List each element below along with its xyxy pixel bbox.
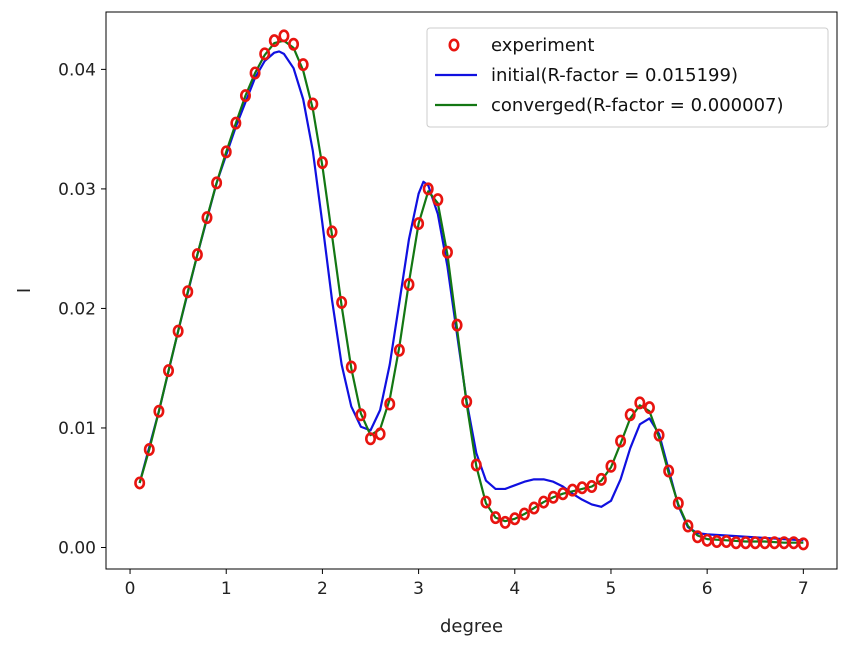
data-point xyxy=(297,58,309,72)
data-point xyxy=(345,360,357,374)
data-point xyxy=(172,324,184,338)
data-point xyxy=(547,490,559,504)
x-tick-label: 7 xyxy=(798,579,809,599)
y-tick-label: 0.04 xyxy=(58,60,96,80)
data-point xyxy=(239,89,251,103)
x-tick-label: 3 xyxy=(413,579,424,599)
data-point xyxy=(634,396,646,410)
data-point xyxy=(336,295,348,309)
data-point xyxy=(413,217,425,231)
data-point xyxy=(509,512,521,526)
data-point xyxy=(663,464,675,478)
y-axis-label: I xyxy=(14,288,35,293)
data-point xyxy=(432,193,444,207)
data-point xyxy=(720,535,732,549)
data-point xyxy=(788,536,800,550)
data-point xyxy=(326,225,338,239)
data-point xyxy=(393,343,405,357)
data-point xyxy=(403,278,415,292)
data-point xyxy=(480,495,492,509)
data-point xyxy=(288,37,300,51)
data-point xyxy=(182,285,194,299)
x-axis: 0 1 2 3 4 5 6 7 xyxy=(125,569,809,599)
y-tick-label: 0.00 xyxy=(58,538,96,558)
legend-items: experiment initial(R-factor = 0.015199) co… xyxy=(435,35,784,116)
x-tick-label: 5 xyxy=(606,579,617,599)
data-point xyxy=(384,397,396,411)
legend-item: initial(R-factor = 0.015199) xyxy=(435,65,738,86)
data-point xyxy=(624,408,636,422)
data-point xyxy=(653,428,665,442)
data-point xyxy=(441,245,453,259)
x-tick-label: 2 xyxy=(317,579,328,599)
data-point xyxy=(134,476,146,490)
data-point xyxy=(230,116,242,130)
data-point xyxy=(643,401,655,415)
data-point xyxy=(557,487,569,501)
x-axis-label: degree xyxy=(440,616,503,637)
data-point xyxy=(470,458,482,472)
legend-item: converged(R-factor = 0.000007) xyxy=(435,95,784,116)
data-point xyxy=(191,248,203,262)
data-point xyxy=(528,501,540,515)
data-point xyxy=(422,182,434,196)
legend-box xyxy=(426,27,829,128)
y-tick-label: 0.01 xyxy=(58,419,96,439)
data-point xyxy=(307,97,319,111)
x-tick-label: 6 xyxy=(702,579,713,599)
series-line xyxy=(138,39,804,544)
data-point xyxy=(451,318,463,332)
data-point xyxy=(499,515,511,529)
data-point xyxy=(278,29,290,43)
x-tick-label: 4 xyxy=(509,579,520,599)
data-point xyxy=(586,480,598,494)
legend-label: experiment xyxy=(491,35,594,56)
legend-label: converged(R-factor = 0.000007) xyxy=(491,95,784,116)
data-point xyxy=(249,66,261,80)
y-tick-label: 0.03 xyxy=(58,180,96,200)
data-point xyxy=(797,537,809,551)
series-layer xyxy=(134,29,809,551)
plot-area xyxy=(134,29,809,551)
data-point xyxy=(576,481,588,495)
data-point xyxy=(490,511,502,525)
data-point xyxy=(201,211,213,225)
data-point xyxy=(374,427,386,441)
series-2 xyxy=(138,39,804,544)
x-tick-label: 0 xyxy=(125,579,136,599)
data-point xyxy=(672,496,684,510)
legend-item: experiment xyxy=(448,35,594,56)
data-point xyxy=(518,507,530,521)
data-point xyxy=(163,364,175,378)
legend: experiment initial(R-factor = 0.015199) co… xyxy=(426,27,829,128)
data-point xyxy=(538,495,550,509)
y-axis: 0.00 0.01 0.02 0.03 0.04 xyxy=(58,60,106,558)
data-point xyxy=(605,459,617,473)
data-point xyxy=(692,530,704,544)
data-point xyxy=(259,47,271,61)
data-point xyxy=(220,145,232,159)
series-0 xyxy=(134,29,809,551)
data-point xyxy=(316,156,328,170)
data-point xyxy=(355,408,367,422)
x-tick-label: 1 xyxy=(221,579,232,599)
data-point xyxy=(682,519,694,533)
data-point xyxy=(595,472,607,486)
data-point xyxy=(701,533,713,547)
data-point xyxy=(566,483,578,497)
data-point xyxy=(461,395,473,409)
data-point xyxy=(615,434,627,448)
data-point xyxy=(365,432,377,446)
data-point xyxy=(211,176,223,190)
axes-frame xyxy=(105,11,838,570)
data-point xyxy=(153,404,165,418)
y-tick-label: 0.02 xyxy=(58,299,96,319)
data-point xyxy=(268,34,280,48)
data-point xyxy=(143,442,155,456)
legend-label: initial(R-factor = 0.015199) xyxy=(491,65,738,86)
legend-marker-swatch xyxy=(448,38,460,52)
